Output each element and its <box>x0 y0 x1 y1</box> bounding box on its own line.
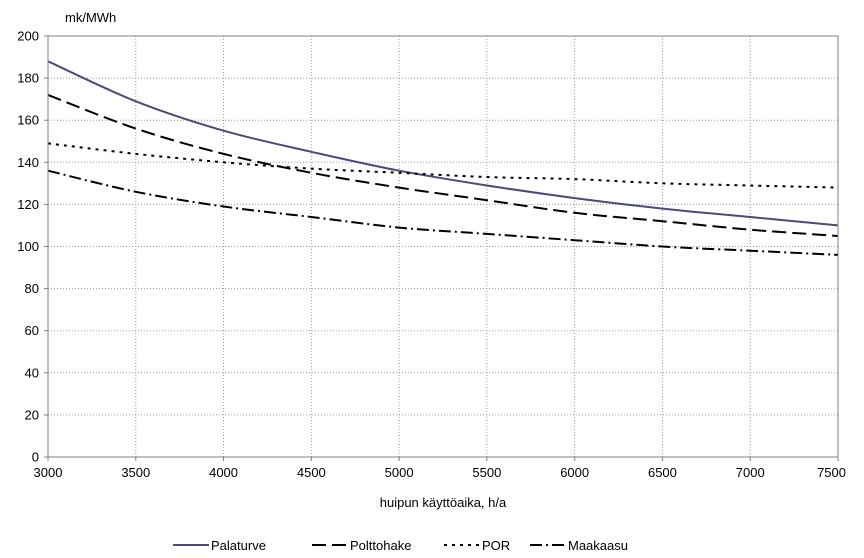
x-tick-label: 3500 <box>121 465 150 480</box>
y-tick-label: 80 <box>25 281 39 296</box>
y-tick-label: 100 <box>17 239 39 254</box>
x-tick-label: 5500 <box>472 465 501 480</box>
y-tick-label: 20 <box>25 407 39 422</box>
x-tick-label: 6000 <box>560 465 589 480</box>
series-line-polttohake <box>47 93 839 237</box>
y-tick-label: 60 <box>25 323 39 338</box>
y-tick-label: 140 <box>17 155 39 170</box>
x-axis-label: huipun käyttöaika, h/a <box>380 495 507 510</box>
y-tick-label: 200 <box>17 29 39 44</box>
y-tick-label: 180 <box>17 71 39 86</box>
x-tick-label: 3000 <box>34 465 63 480</box>
y-tick-label: 0 <box>32 450 39 465</box>
axis-ticks: 0 20 40 60 80 100 120 140 160 180 200 3000 3500 4000 4… <box>17 29 846 481</box>
y-tick-label: 40 <box>25 365 39 380</box>
legend-label-palaturve: Palaturve <box>211 538 266 553</box>
series-line-palaturve <box>47 60 839 227</box>
x-tick-label: 4000 <box>209 465 238 480</box>
x-tick-label: 6500 <box>648 465 677 480</box>
legend-label-maakaasu: Maakaasu <box>568 538 628 553</box>
plot-area <box>48 36 838 457</box>
legend-label-polttohake: Polttohake <box>350 538 411 553</box>
x-tick-label: 7500 <box>817 465 846 480</box>
x-tick-label: 4500 <box>297 465 326 480</box>
x-tick-label: 5000 <box>385 465 414 480</box>
series-line-maakaasu <box>47 169 839 256</box>
x-tick-label: 7000 <box>736 465 765 480</box>
series-lines <box>47 60 839 256</box>
y-tick-label: 120 <box>17 197 39 212</box>
legend-label-por: POR <box>482 538 510 553</box>
y-axis-label: mk/MWh <box>65 10 116 25</box>
legend: Palaturve Polttohake POR Maakaasu <box>173 538 628 553</box>
y-tick-label: 160 <box>17 113 39 128</box>
